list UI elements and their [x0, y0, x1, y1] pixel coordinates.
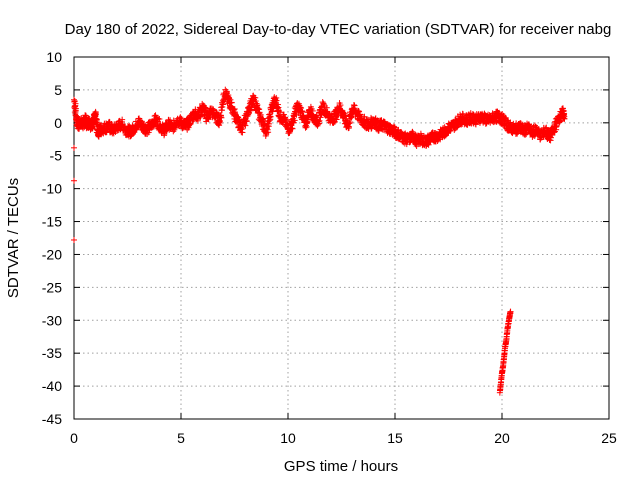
data-marks: [71, 86, 568, 396]
data-point: [71, 144, 77, 151]
data-point: [257, 111, 264, 118]
x-axis-label: GPS time / hours: [284, 458, 398, 475]
data-point: [266, 117, 273, 124]
x-tick-label: 20: [494, 430, 510, 446]
data-point: [309, 107, 316, 114]
data-point: [317, 114, 324, 121]
x-tick-label: 25: [601, 430, 617, 446]
data-point: [216, 117, 223, 124]
data-point: [218, 114, 225, 121]
data-point: [97, 121, 104, 128]
data-point: [265, 129, 272, 136]
x-tick-label: 10: [280, 430, 296, 446]
data-point: [267, 113, 274, 120]
y-tick-label: 5: [54, 82, 62, 98]
chart-title: Day 180 of 2022, Sidereal Day-to-day VTE…: [65, 21, 612, 38]
y-tick-label: -40: [42, 378, 62, 394]
data-point: [259, 116, 266, 123]
y-tick-label: -45: [42, 411, 62, 427]
data-point: [218, 107, 225, 114]
data-point: [71, 236, 77, 243]
data-point: [256, 110, 263, 117]
data-point: [92, 111, 99, 118]
y-tick-label: -20: [42, 246, 62, 262]
data-point: [243, 117, 250, 124]
y-tick-label: -30: [42, 312, 62, 328]
data-point: [156, 116, 163, 123]
data-point: [273, 97, 280, 104]
y-tick-label: -10: [42, 181, 62, 197]
data-point: [227, 96, 234, 103]
data-point: [298, 108, 305, 115]
y-tick-label: 10: [46, 49, 62, 65]
data-point: [315, 118, 322, 125]
y-tick-label: -5: [50, 148, 63, 164]
data-point: [265, 123, 272, 130]
y-tick-label: -25: [42, 279, 62, 295]
x-tick-label: 0: [70, 430, 78, 446]
y-axis-label: SDTVAR / TECUs: [5, 178, 22, 298]
data-point: [288, 125, 295, 132]
y-tick-label: -15: [42, 214, 62, 230]
data-point: [268, 108, 275, 115]
data-point: [228, 99, 235, 106]
data-point: [304, 119, 311, 126]
data-point: [242, 122, 249, 129]
data-point: [289, 125, 296, 132]
y-tick-label: 0: [54, 115, 62, 131]
data-point: [71, 177, 77, 184]
data-point: [316, 117, 323, 124]
y-tick-label: -35: [42, 345, 62, 361]
x-tick-label: 15: [387, 430, 403, 446]
data-point: [299, 108, 306, 115]
data-point: [291, 117, 298, 124]
x-tick-label: 5: [177, 430, 185, 446]
